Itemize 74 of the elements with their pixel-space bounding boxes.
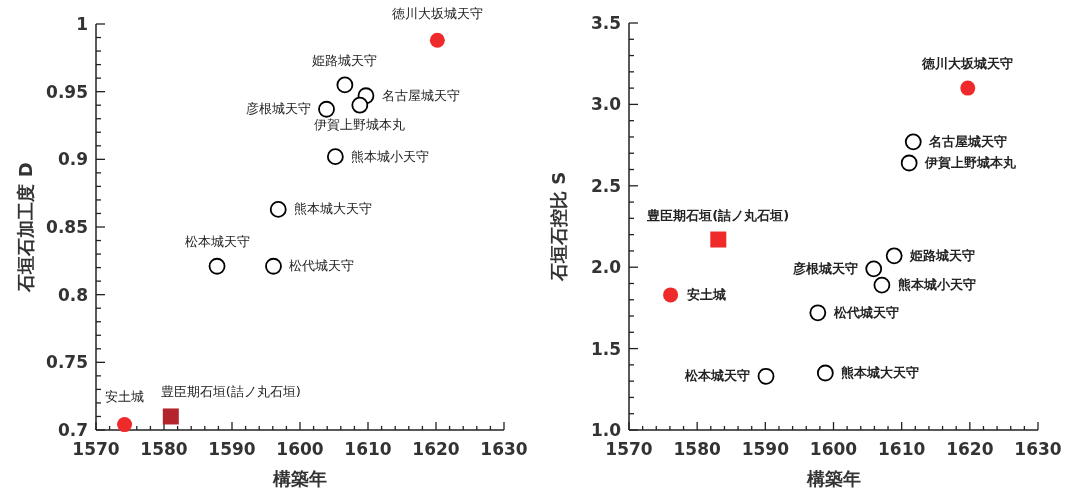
annotation: 松本城天守	[184, 234, 250, 250]
annotation: 豊臣期石垣(詰ノ丸石垣)	[160, 384, 301, 400]
y-tick-label: 0.75	[46, 352, 88, 373]
y-tick-label: 0.85	[46, 217, 88, 237]
y-axis-title: 石垣石加工度 D	[15, 162, 36, 293]
annotation: 安土城	[105, 388, 145, 404]
point	[351, 96, 369, 114]
point	[162, 408, 179, 425]
annotation: 名古屋城天守	[928, 133, 1008, 149]
y-tick-label: 0.95	[46, 81, 88, 102]
point	[265, 257, 282, 275]
point	[269, 201, 287, 218]
y-tick-label: 2.5	[590, 175, 621, 196]
y-axis-title: 石垣石控比 S	[548, 171, 569, 283]
annotation: 熊本城大天守	[294, 201, 373, 217]
point	[865, 260, 883, 278]
annotation: 名古屋城天守	[381, 87, 460, 103]
y-tick-label: 1	[76, 14, 88, 34]
annotation: 熊本城大天守	[841, 365, 920, 381]
x-tick-label: 1590	[208, 439, 256, 459]
x-tick-label: 1610	[344, 439, 392, 459]
point	[336, 76, 354, 94]
annotation: 伊賀上野城本丸	[924, 155, 1018, 171]
x-axis-title: 構築年	[272, 468, 327, 489]
x-tick-label: 1620	[412, 439, 460, 459]
y-tick-label: 3.5	[590, 13, 621, 33]
point	[117, 417, 133, 433]
x-tick-label: 1600	[276, 439, 324, 459]
y-tick-label: 0.9	[57, 149, 88, 170]
point	[873, 276, 891, 294]
point	[710, 231, 727, 248]
point	[904, 133, 922, 151]
point	[885, 247, 903, 265]
point	[318, 100, 335, 118]
y-tick-label: 1.5	[590, 338, 621, 359]
annotation: 松代城天守	[832, 304, 899, 320]
point	[757, 367, 775, 385]
x-tick-label: 1610	[878, 439, 926, 459]
annotation: 松代城天守	[289, 258, 355, 274]
annotation: 姫路城天守	[909, 247, 976, 263]
x-tick-label: 1630	[480, 439, 528, 459]
point	[326, 148, 344, 166]
point	[960, 80, 976, 96]
y-tick-label: 0.8	[57, 284, 88, 305]
y-tick-label: 0.7	[57, 420, 88, 440]
point	[816, 364, 834, 382]
annotation: 安土城	[686, 286, 726, 302]
point	[208, 257, 226, 275]
y-tick-label: 3.0	[590, 94, 622, 115]
point	[900, 154, 918, 172]
x-tick-label: 1570	[72, 439, 120, 459]
annotation: 徳川大坂城天守	[921, 56, 1014, 72]
point	[429, 32, 445, 48]
annotation: 徳川大坂城天守	[391, 6, 483, 22]
x-tick-label: 1570	[605, 439, 653, 459]
annotation: 松本城天守	[684, 368, 751, 384]
x-tick-label: 1580	[140, 439, 188, 459]
point	[663, 287, 679, 303]
point	[809, 304, 827, 322]
x-axis-title: 構築年	[805, 468, 861, 489]
x-tick-label: 1580	[673, 439, 721, 459]
x-tick-label: 1630	[1014, 439, 1062, 459]
annotation: 姫路城天守	[312, 52, 378, 68]
x-tick-label: 1600	[809, 439, 858, 459]
annotation: 熊本城小天守	[351, 148, 430, 164]
y-tick-label: 1.0	[590, 420, 622, 440]
annotation: 彦根城天守	[245, 101, 311, 117]
annotation: 伊賀上野城本丸	[314, 117, 406, 133]
annotation: 彦根城天守	[791, 260, 858, 276]
annotation: 熊本城小天守	[897, 277, 976, 293]
y-tick-label: 2.0	[590, 257, 622, 278]
annotation: 豊臣期石垣(詰ノ丸石垣)	[646, 207, 790, 223]
x-tick-label: 1620	[946, 439, 994, 459]
x-tick-label: 1590	[741, 439, 790, 459]
